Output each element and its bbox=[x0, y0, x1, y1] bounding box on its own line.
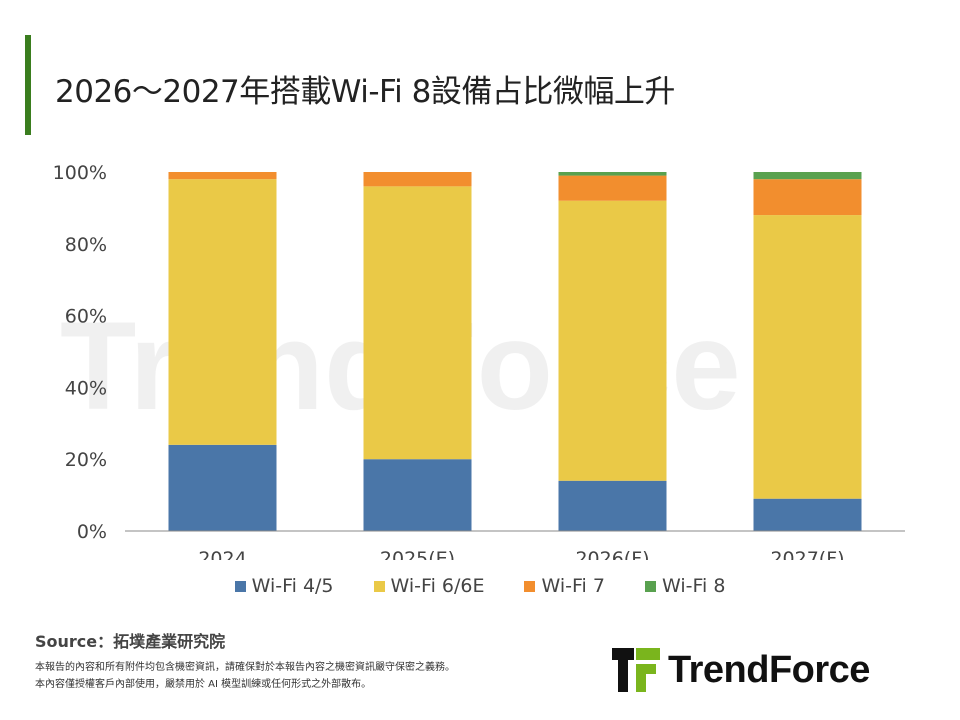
y-tick-label: 60% bbox=[65, 306, 107, 328]
bar-segment bbox=[168, 172, 277, 180]
bar-segment bbox=[168, 179, 277, 445]
x-tick-label: 2026(F) bbox=[575, 548, 649, 560]
disclaimer-line-1: 本報告的內容和所有附件均包含機密資訊，請確保對於本報告內容之機密資訊嚴守保密之義… bbox=[35, 662, 455, 673]
chart-title: 2026～2027年搭載Wi-Fi 8設備占比微幅上升 bbox=[55, 74, 675, 110]
bar-segment bbox=[558, 480, 667, 531]
legend-label: Wi-Fi 8 bbox=[661, 575, 726, 597]
bar-segment bbox=[753, 498, 862, 531]
bar-segment bbox=[363, 172, 472, 187]
x-tick-label: 2024 bbox=[198, 548, 246, 560]
legend-item: Wi-Fi 8 bbox=[644, 575, 726, 597]
trendforce-logo-icon bbox=[612, 648, 660, 692]
legend-label: Wi-Fi 7 bbox=[541, 575, 605, 597]
legend-swatch bbox=[644, 580, 656, 592]
legend-item: Wi-Fi 4/5 bbox=[234, 575, 334, 597]
disclaimer-line-2: 本內容僅授權客戶內部使用，嚴禁用於 AI 模型訓練或任何形式之外部散布。 bbox=[35, 679, 372, 690]
bar-segment bbox=[168, 444, 277, 531]
legend-label: Wi-Fi 4/5 bbox=[251, 575, 334, 597]
y-tick-label: 40% bbox=[65, 377, 107, 399]
legend-item: Wi-Fi 6/6E bbox=[373, 575, 485, 597]
legend: Wi-Fi 4/5 Wi-Fi 6/6E Wi-Fi 7 Wi-Fi 8 bbox=[0, 575, 960, 597]
y-tick-label: 0% bbox=[77, 521, 107, 543]
bar-segment bbox=[363, 459, 472, 531]
trendforce-logo: TrendForce bbox=[612, 648, 870, 692]
source-label: Source：拓墣產業研究院 bbox=[35, 632, 226, 651]
x-tick-label: 2027(F) bbox=[770, 548, 844, 560]
bar-segment bbox=[753, 172, 862, 180]
legend-swatch bbox=[234, 580, 246, 592]
legend-swatch bbox=[373, 580, 385, 592]
title-accent-bar bbox=[25, 35, 31, 135]
bar-segment bbox=[363, 186, 472, 460]
legend-label: Wi-Fi 6/6E bbox=[390, 575, 485, 597]
bar-segment bbox=[558, 172, 667, 176]
y-tick-label: 100% bbox=[53, 162, 107, 184]
stacked-bar-chart: 0% 20% 40% 60% 80% 100% 2024 2025(E) 2026(F) 2027… bbox=[53, 162, 905, 560]
bar-segment bbox=[558, 200, 667, 481]
bar-segment bbox=[753, 179, 862, 216]
bar-segment bbox=[558, 175, 667, 201]
legend-item: Wi-Fi 7 bbox=[524, 575, 605, 597]
legend-swatch bbox=[524, 580, 536, 592]
x-tick-label: 2025(E) bbox=[380, 548, 455, 560]
y-tick-label: 80% bbox=[65, 234, 107, 256]
y-tick-label: 20% bbox=[65, 449, 107, 471]
logo-text: TrendForce bbox=[668, 648, 870, 691]
bar-segment bbox=[753, 215, 862, 499]
